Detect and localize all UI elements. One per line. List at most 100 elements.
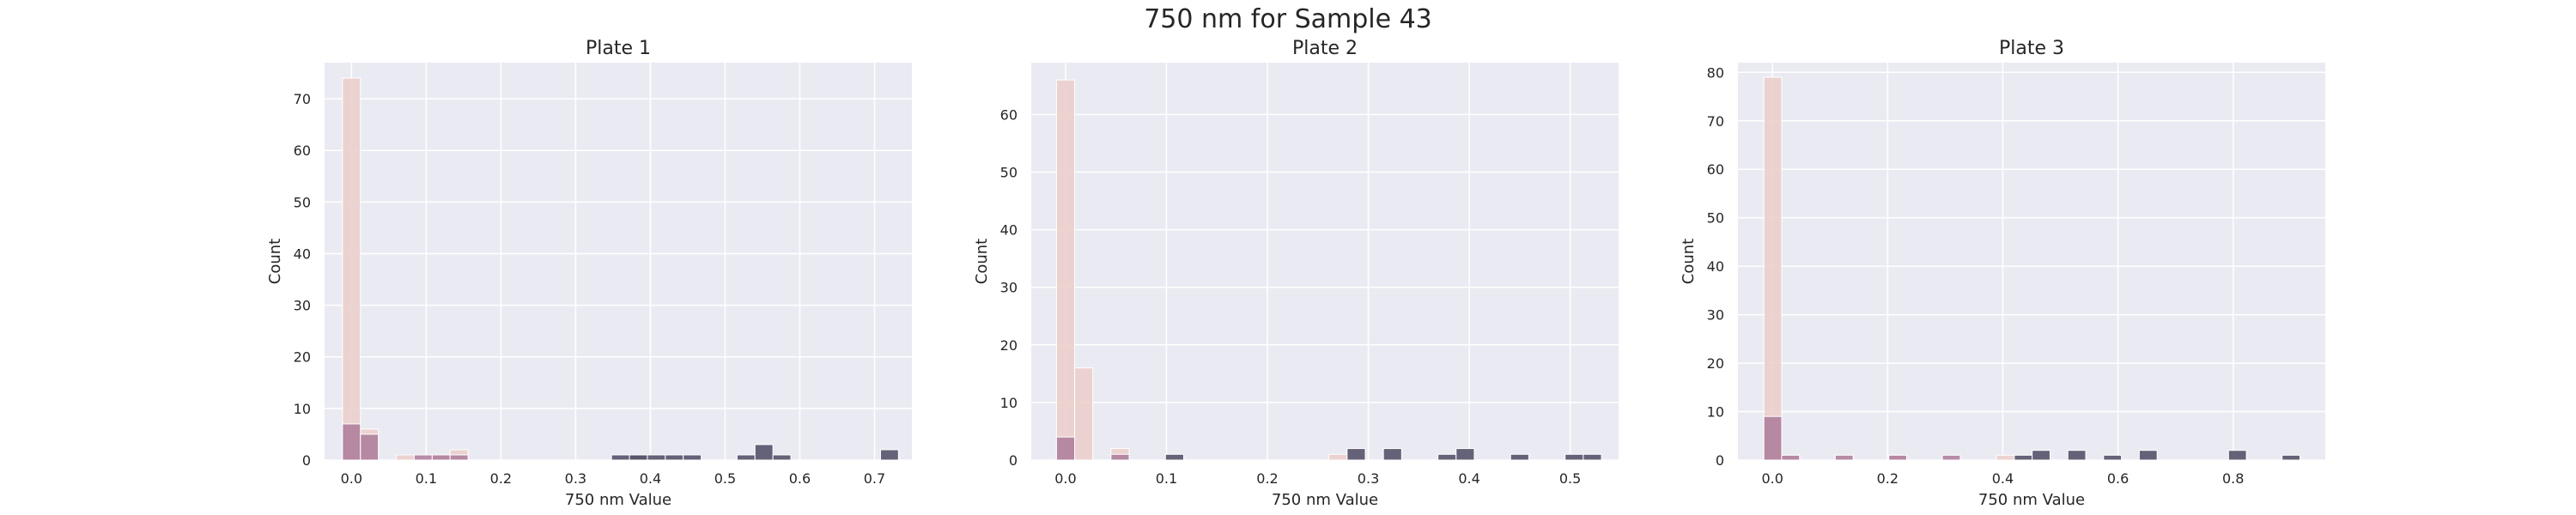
histogram-bar xyxy=(879,449,899,461)
y-axis-label: Count xyxy=(973,239,991,284)
x-tick-labels: 0.0 0.1 0.2 0.3 0.4 0.5 xyxy=(1054,470,1581,487)
gridlines xyxy=(325,63,912,461)
histogram-bar xyxy=(1996,454,2015,461)
histogram-bar xyxy=(449,454,469,461)
histogram-bar xyxy=(1941,454,1961,461)
x-tick-label: 0.1 xyxy=(416,470,437,487)
histogram-bar xyxy=(754,444,774,461)
plot-area xyxy=(1031,63,1619,460)
bars xyxy=(1055,79,1602,461)
y-tick-label: 10 xyxy=(1707,404,1724,421)
histogram-bar xyxy=(2067,450,2087,461)
panel-1: Plate 1 0.0 0.1 0.2 0.3 0.4 0.5 0.6 0.7 0 10 20 30 40… xyxy=(266,38,912,509)
y-tick-label: 80 xyxy=(1707,64,1724,81)
histogram-bar xyxy=(665,454,684,461)
histogram-bar xyxy=(1074,367,1094,461)
histogram-bar xyxy=(736,454,756,461)
x-tick-label: 0.6 xyxy=(2107,470,2129,487)
histogram-bar xyxy=(1328,453,1348,461)
histogram-bar xyxy=(1110,453,1130,461)
histogram-bar xyxy=(1888,454,1907,461)
histogram-bar xyxy=(1834,454,1854,461)
histogram-bar xyxy=(2032,450,2050,461)
x-tick-label: 0.6 xyxy=(789,470,811,487)
y-tick-label: 50 xyxy=(294,194,311,210)
y-tick-label: 30 xyxy=(1707,307,1724,324)
y-axis-label: Count xyxy=(1680,239,1698,284)
histogram-bar xyxy=(1763,415,1783,461)
histogram-bar xyxy=(360,433,380,461)
histogram-bar xyxy=(1437,453,1457,461)
y-tick-label: 20 xyxy=(1707,355,1724,372)
panel-3: Plate 3 0.0 0.2 0.4 0.6 0.8 0 10 20 30 40 50 60 70 80 7… xyxy=(1680,38,2325,509)
histogram-bar xyxy=(1781,454,1801,461)
x-axis-label: 750 nm Value xyxy=(1272,491,1378,509)
histogram-bar xyxy=(431,454,451,461)
histogram-bar xyxy=(1055,79,1076,461)
x-tick-label: 0.3 xyxy=(565,470,586,487)
histogram-bar xyxy=(342,77,361,461)
y-tick-label: 10 xyxy=(1000,395,1018,411)
y-tick-label: 20 xyxy=(1000,337,1018,354)
x-tick-labels: 0.0 0.2 0.4 0.6 0.8 xyxy=(1762,470,2245,487)
x-tick-label: 0.1 xyxy=(1156,470,1177,487)
y-tick-label: 60 xyxy=(294,142,311,159)
histogram-bar xyxy=(396,454,415,461)
panel-title: Plate 3 xyxy=(1999,38,2064,59)
histogram-bar xyxy=(647,454,666,461)
histogram-bar xyxy=(1055,436,1076,461)
y-tick-label: 70 xyxy=(1707,113,1724,130)
y-tick-label: 40 xyxy=(1707,258,1724,275)
y-tick-label: 50 xyxy=(1707,210,1724,227)
y-tick-label: 40 xyxy=(294,245,311,262)
x-tick-label: 0.0 xyxy=(1762,470,1783,487)
figure-suptitle: 750 nm for Sample 43 xyxy=(1144,4,1432,34)
histogram-bar xyxy=(683,454,702,461)
y-tick-label: 60 xyxy=(1000,106,1018,123)
histogram-bar xyxy=(772,454,792,461)
histogram-bar xyxy=(1382,448,1402,461)
bars xyxy=(1763,76,2300,461)
x-axis-label: 750 nm Value xyxy=(1978,491,2085,509)
histogram-bar xyxy=(1564,453,1584,461)
y-tick-label: 0 xyxy=(302,452,311,469)
y-tick-label: 30 xyxy=(1000,280,1018,296)
x-axis-label: 750 nm Value xyxy=(565,491,671,509)
y-axis-label: Count xyxy=(266,239,284,284)
histogram-bar xyxy=(2281,454,2300,461)
y-tick-label: 30 xyxy=(294,298,311,314)
histogram-bar xyxy=(1763,76,1783,461)
y-tick-label: 60 xyxy=(1707,161,1724,178)
x-tick-label: 0.5 xyxy=(1559,470,1581,487)
panel-title: Plate 2 xyxy=(1292,38,1358,59)
x-tick-label: 0.0 xyxy=(341,470,362,487)
histogram-bar xyxy=(1455,448,1475,461)
y-tick-label: 0 xyxy=(1009,452,1018,469)
histogram-bar xyxy=(342,423,361,461)
histogram-bar xyxy=(2227,450,2247,461)
x-tick-label: 0.2 xyxy=(1256,470,1278,487)
histogram-bar xyxy=(629,454,648,461)
histogram-bar xyxy=(413,454,433,461)
histogram-bar xyxy=(2014,454,2033,461)
x-tick-label: 0.5 xyxy=(714,470,736,487)
x-tick-label: 0.3 xyxy=(1358,470,1379,487)
x-tick-label: 0.4 xyxy=(640,470,661,487)
y-tick-label: 20 xyxy=(294,349,311,366)
histogram-bar xyxy=(1346,448,1366,461)
histogram-bar xyxy=(2138,450,2158,461)
plot-area xyxy=(325,63,912,460)
x-tick-label: 0.8 xyxy=(2222,470,2244,487)
histogram-bar xyxy=(611,454,630,461)
x-tick-label: 0.4 xyxy=(1992,470,2014,487)
histogram-bar xyxy=(1510,453,1529,461)
x-tick-label: 0.2 xyxy=(1877,470,1899,487)
x-tick-label: 0.0 xyxy=(1054,470,1076,487)
panels: Plate 1 0.0 0.1 0.2 0.3 0.4 0.5 0.6 0.7 0 10 20 30 40… xyxy=(266,38,2325,509)
y-tick-label: 0 xyxy=(1716,452,1724,469)
y-tick-label: 10 xyxy=(294,401,311,417)
x-tick-label: 0.4 xyxy=(1458,470,1479,487)
x-tick-label: 0.2 xyxy=(490,470,512,487)
y-tick-label: 40 xyxy=(1000,222,1018,239)
